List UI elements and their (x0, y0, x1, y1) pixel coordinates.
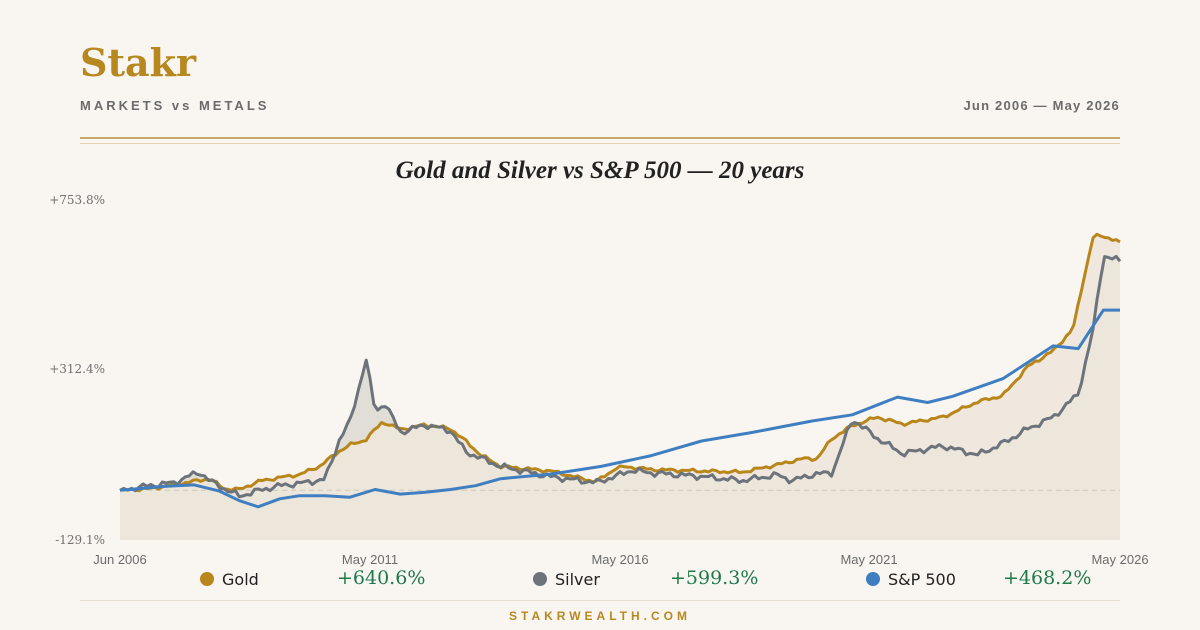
legend-swatch-sp500 (866, 572, 880, 586)
x-tick-label-may-2026: May 2026 (1091, 552, 1148, 567)
legend-return-gold: +640.6% (337, 567, 426, 589)
series-line-gold (119, 232, 1121, 493)
header-subtitle: MARKETS vs METALS (80, 98, 270, 113)
legend-label-silver: Silver (555, 570, 600, 589)
y-tick-label-mid: +312.4% (49, 362, 105, 376)
footer-site: STAKRWEALTH.COM (509, 609, 691, 623)
legend-return-sp500: +468.2% (1003, 567, 1092, 589)
series-line-silver (119, 254, 1122, 499)
area-gold (120, 236, 1120, 540)
footer-divider (80, 600, 1120, 601)
brand-logo: Stakr (80, 40, 196, 85)
y-tick-label-bottom: -129.1% (55, 533, 105, 547)
legend-swatch-gold (200, 572, 214, 586)
header-divider-thin (80, 143, 1120, 144)
line-chart: +753.8% +312.4% -129.1% Jun 2006 May 201… (49, 193, 1148, 567)
legend-label-gold: Gold (222, 570, 259, 589)
y-tick-label-top: +753.8% (49, 193, 105, 207)
x-tick-label-may-2011: May 2011 (342, 552, 398, 567)
legend-return-silver: +599.3% (670, 567, 759, 589)
legend-swatch-silver (533, 572, 547, 586)
x-tick-label-may-2021: May 2021 (840, 552, 897, 567)
date-range: Jun 2006 — May 2026 (963, 98, 1120, 113)
chart-legend: Gold +640.6% Silver +599.3% S&P 500 +468… (0, 567, 1200, 592)
series-line-sp500 (119, 308, 1120, 509)
legend-label-sp500: S&P 500 (888, 570, 956, 589)
header-divider (80, 137, 1120, 139)
x-tick-label-may-2016: May 2016 (591, 552, 648, 567)
x-tick-label-jun-2006: Jun 2006 (93, 552, 147, 567)
chart-title: Gold and Silver vs S&P 500 — 20 years (395, 157, 805, 184)
